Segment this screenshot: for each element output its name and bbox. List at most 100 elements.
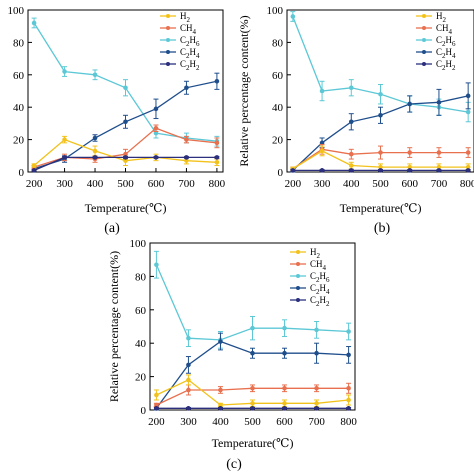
x-tick-label: 600: [276, 416, 293, 428]
y-tick-label: 80: [272, 37, 284, 49]
data-point-C2H6: [314, 327, 319, 333]
data-point-H2: [92, 148, 98, 154]
x-tick-label: 300: [314, 178, 331, 190]
x-tick-label: 400: [212, 416, 229, 428]
data-point-C2H4: [123, 119, 128, 125]
legend-label: CH4: [310, 259, 327, 272]
y-tick-label: 60: [13, 70, 25, 82]
data-point-C2H2: [184, 155, 189, 160]
data-point-C2H6: [282, 325, 287, 331]
x-axis-label: Temperature(℃): [212, 436, 294, 450]
x-tick-label: 600: [148, 178, 165, 190]
data-point-C2H6: [465, 109, 471, 115]
series-C2H2: [31, 155, 220, 173]
data-point-H2: [407, 164, 413, 170]
data-point-H2: [319, 148, 325, 154]
data-point-H2: [378, 164, 383, 170]
x-tick-label: 800: [209, 178, 226, 190]
data-point-H2: [184, 158, 189, 163]
series-C2H4: [153, 332, 352, 411]
legend-marker-C2H6: [166, 38, 170, 42]
data-point-H2: [62, 137, 67, 142]
y-tick-label: 100: [267, 5, 284, 17]
data-point-C2H4: [153, 106, 159, 112]
y-tick-label: 40: [272, 102, 284, 114]
panel-label: (c): [226, 457, 242, 472]
y-tick-label: 0: [141, 405, 147, 417]
data-point-C2H4: [184, 85, 189, 91]
data-point-C2H2: [153, 155, 159, 160]
data-point-H2: [31, 163, 37, 168]
data-point-CH4: [407, 150, 413, 155]
data-point-C2H4: [346, 352, 351, 358]
legend-label: C2H6: [180, 35, 200, 48]
data-point-C2H4: [378, 113, 383, 118]
data-point-H2: [348, 163, 354, 168]
legend-marker-H2: [296, 250, 300, 254]
legend-label: CH4: [180, 23, 197, 36]
y-tick-label: 40: [135, 338, 147, 350]
x-tick-label: 500: [117, 178, 134, 190]
series-C2H2: [290, 168, 471, 173]
legend-label: C2H4: [180, 47, 200, 60]
data-point-H2: [214, 159, 220, 165]
legend-marker-C2H2: [166, 62, 170, 66]
data-point-CH4: [154, 402, 159, 408]
data-point-CH4: [436, 150, 442, 155]
data-point-H2: [436, 164, 442, 170]
legend-marker-H2: [422, 14, 426, 18]
chart-panel-3: 0 20 40 60 80 100 200 300 400 500 600 700 800 Tempera…: [107, 238, 357, 472]
legend-marker-CH4: [296, 262, 300, 266]
legend-label: C2H4: [310, 283, 330, 296]
data-point-CH4: [465, 150, 471, 155]
panel-label: (a): [104, 221, 120, 236]
data-point-C2H6: [31, 20, 37, 26]
legend-label: H2: [180, 11, 191, 24]
x-tick-label: 500: [244, 416, 261, 428]
y-tick-label: 20: [272, 135, 284, 147]
y-tick-label: 0: [278, 167, 284, 179]
data-point-H2: [465, 164, 471, 170]
legend-marker-CH4: [166, 26, 170, 30]
data-point-C2H2: [123, 155, 128, 160]
data-point-C2H4: [348, 119, 354, 125]
data-point-CH4: [186, 387, 191, 393]
y-tick-label: 80: [13, 37, 25, 49]
y-tick-label: 100: [130, 238, 147, 250]
x-tick-label: 800: [460, 178, 474, 190]
data-point-C2H4: [407, 101, 413, 107]
y-tick-label: 80: [135, 271, 147, 283]
data-point-C2H2: [31, 168, 37, 173]
data-point-C2H6: [250, 325, 255, 331]
data-point-C2H4: [250, 350, 255, 356]
x-tick-label: 400: [87, 178, 104, 190]
data-point-C2H6: [186, 335, 191, 341]
data-point-C2H2: [319, 168, 325, 173]
data-point-CH4: [282, 385, 287, 391]
data-point-C2H2: [407, 168, 413, 173]
data-point-C2H2: [214, 155, 220, 160]
legend-label: C2H6: [436, 35, 456, 48]
data-point-C2H4: [436, 100, 442, 105]
data-point-C2H2: [314, 406, 319, 411]
data-point-H2: [154, 392, 159, 398]
legend-marker-C2H4: [166, 50, 170, 54]
x-tick-label: 300: [56, 178, 73, 190]
series-CH4: [153, 382, 352, 408]
legend-marker-C2H2: [422, 62, 426, 66]
data-point-C2H6: [290, 14, 296, 19]
x-tick-label: 500: [372, 178, 389, 190]
data-point-C2H4: [282, 350, 287, 356]
legend-label: C2H6: [310, 271, 330, 284]
y-tick-label: 20: [13, 135, 25, 147]
y-axis-label: Relative percentage content(%): [107, 251, 121, 402]
legend-label: C2H2: [180, 59, 200, 72]
legend-label: CH4: [436, 23, 453, 36]
y-tick-label: 20: [135, 372, 147, 384]
x-tick-label: 200: [148, 416, 165, 428]
legend-marker-C2H6: [296, 274, 300, 278]
data-point-C2H2: [436, 168, 442, 173]
